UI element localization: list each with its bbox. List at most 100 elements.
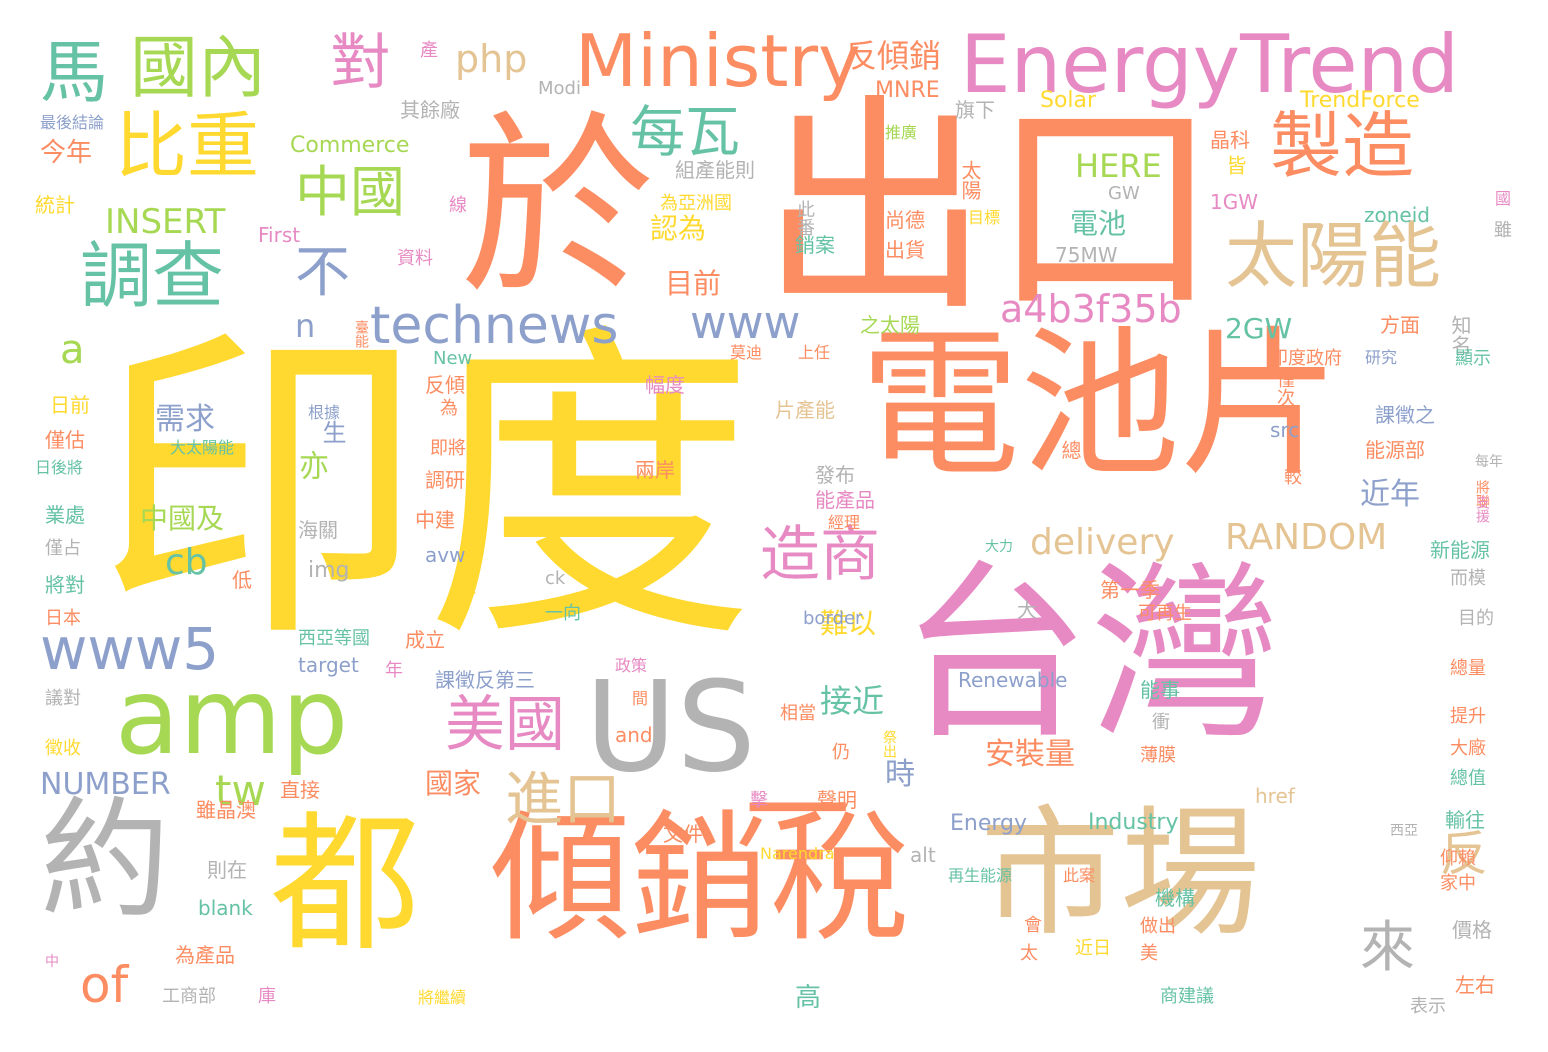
cloud-word: amp (115, 656, 349, 778)
cloud-word: 調研 (425, 468, 465, 492)
cloud-word: 相當 (780, 703, 816, 724)
cloud-word: 比重 (115, 104, 260, 188)
cloud-word: 目的 (1458, 608, 1494, 629)
cloud-word: 根據 (308, 403, 341, 422)
cloud-word: Modi (538, 78, 581, 99)
cloud-word: 國內 (130, 29, 267, 108)
cloud-word: 中建 (415, 508, 455, 532)
cloud-word: tw (215, 766, 266, 815)
cloud-word: First (258, 223, 301, 247)
cloud-word: 這 (453, 575, 477, 595)
cloud-word: 中國及 (140, 502, 225, 535)
cloud-word: 75MW (1055, 243, 1118, 267)
cloud-word: Energy (950, 811, 1028, 836)
cloud-word: 時 (885, 757, 915, 792)
cloud-word: 莫迪 (730, 343, 763, 362)
cloud-word: 價格 (1452, 918, 1492, 942)
cloud-word: 反傾銷 (845, 37, 942, 75)
cloud-word: 其餘廠 (400, 98, 460, 122)
cloud-word: 研究 (1365, 348, 1398, 367)
cloud-word: 印度政府 (1270, 348, 1342, 369)
cloud-word: 商建議 (1160, 986, 1214, 1007)
cloud-word: 課徵反第三 (435, 668, 535, 692)
cloud-word: 一 (745, 751, 851, 873)
cloud-word: 製造 (1270, 104, 1415, 188)
cloud-word: 機構 (1155, 886, 1195, 910)
cloud-word: 海關 (298, 518, 338, 542)
cloud-word: img (308, 558, 350, 583)
cloud-word: 業處 (45, 503, 85, 527)
cloud-word: 幅度 (645, 373, 685, 397)
cloud-word: 約 (40, 784, 171, 936)
cloud-word: 安裝量 (985, 737, 1075, 772)
cloud-word: HERE (1075, 147, 1162, 185)
cloud-word: 此案 (1063, 866, 1096, 885)
cloud-word: 一向 (545, 603, 581, 624)
cloud-word: 知名 (1448, 315, 1472, 355)
cloud-word: delivery (1030, 522, 1175, 563)
cloud-word: 反傾 (425, 373, 465, 397)
cloud-word: NUMBER (40, 767, 171, 802)
cloud-word: 經理 (828, 513, 861, 532)
cloud-word: 傾銷稅 (490, 798, 911, 961)
cloud-word: 資料 (397, 248, 433, 269)
cloud-word: 議對 (45, 688, 81, 709)
cloud-word: 目標 (968, 208, 1001, 227)
cloud-word: 大廠 (1450, 738, 1486, 759)
cloud-word: 僅次 (1274, 370, 1295, 406)
cloud-word: 晶科 (1210, 128, 1250, 152)
cloud-word: 為 (440, 398, 458, 419)
cloud-word: 雖 (1491, 220, 1512, 238)
cloud-word: 能事 (1140, 678, 1180, 702)
cloud-word: 聲明 (817, 788, 857, 812)
cloud-word: a4b3f35b (1000, 287, 1182, 331)
cloud-word: 上任 (798, 343, 831, 362)
cloud-word: 總值 (1450, 768, 1486, 789)
cloud-word: 提升 (1450, 706, 1486, 727)
cloud-word: 臺能 (353, 320, 369, 348)
cloud-word: 1GW (1210, 190, 1258, 214)
cloud-word: 雖晶澳 (196, 798, 256, 822)
cloud-word: 國 (1492, 190, 1511, 206)
cloud-word: 將對 (45, 573, 85, 597)
cloud-word: 做出 (1140, 916, 1176, 937)
cloud-word: 間 (629, 690, 648, 706)
cloud-word: border (803, 608, 863, 629)
cloud-word: Narendra (760, 844, 835, 863)
cloud-word: 僅占 (45, 538, 81, 559)
cloud-word: 銷案 (795, 233, 835, 257)
cloud-word: 尚德 (885, 208, 925, 232)
cloud-word: 課徵之 (1375, 403, 1435, 427)
cloud-word: 表示 (1410, 996, 1446, 1017)
cloud-word: 工商部 (162, 986, 216, 1007)
cloud-word: and (615, 723, 653, 747)
cloud-word: 產 (417, 40, 438, 58)
cloud-word: 低 (232, 568, 252, 592)
cloud-word: 為產品 (175, 943, 235, 967)
cloud-word: 市場 (980, 793, 1261, 956)
cloud-word: 總量 (1450, 658, 1486, 679)
cloud-word: 中 (45, 954, 59, 970)
cloud-word: 電池片 (860, 311, 1341, 498)
cloud-word: 目前 (665, 267, 722, 300)
cloud-word: 大 (1017, 598, 1037, 622)
cloud-word: 衝 (1149, 712, 1170, 730)
cloud-word: 仍 (829, 742, 850, 760)
cloud-word: 組產能則 (675, 158, 755, 182)
cloud-word: 此番 (794, 200, 815, 236)
cloud-word: 美國 (445, 690, 565, 760)
cloud-word: 出口 (760, 76, 1221, 343)
cloud-word: 為亞洲國 (660, 193, 732, 214)
cloud-word: ck (545, 568, 566, 589)
cloud-word: cb (165, 542, 208, 583)
cloud-word: 能源部 (1365, 438, 1425, 462)
cloud-word: 大太陽能 (170, 438, 235, 457)
cloud-word: a (60, 327, 85, 373)
cloud-word: 最後結論 (40, 113, 105, 132)
cloud-word: 近日 (1075, 938, 1111, 959)
cloud-word: Solar (1040, 88, 1097, 113)
cloud-word: INSERT (105, 202, 226, 242)
cloud-word: 左右 (1455, 973, 1495, 997)
cloud-word: 支援 (1474, 495, 1490, 523)
cloud-word: 即將 (430, 438, 466, 459)
